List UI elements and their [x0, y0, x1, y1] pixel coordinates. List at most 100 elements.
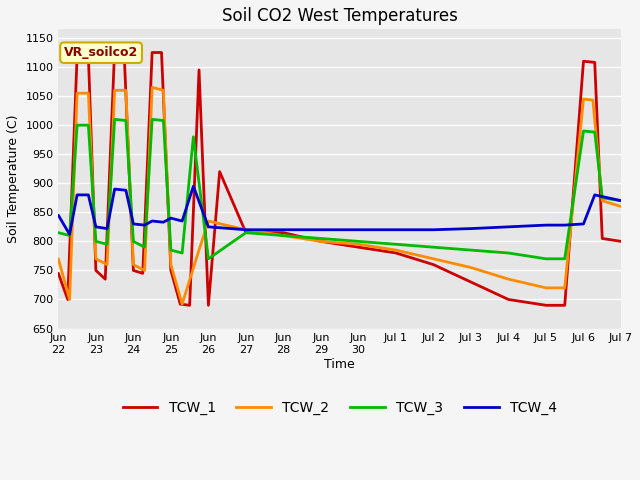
TCW_4: [179, 218, 186, 224]
TCW_2: [129, 262, 137, 267]
TCW_3: [355, 239, 362, 244]
TCW_2: [429, 256, 437, 262]
TCW_4: [561, 222, 568, 228]
TCW_2: [542, 285, 550, 291]
TCW_3: [54, 230, 62, 236]
TCW_1: [205, 302, 212, 308]
TCW_1: [157, 49, 165, 55]
TCW_4: [242, 227, 250, 233]
TCW_1: [167, 267, 175, 273]
TCW_2: [167, 262, 175, 267]
TCW_3: [205, 256, 212, 262]
TCW_4: [580, 221, 588, 227]
TCW_4: [617, 198, 625, 204]
TCW_1: [280, 230, 287, 236]
TCW_2: [355, 241, 362, 247]
TCW_4: [92, 224, 100, 230]
TCW_2: [84, 90, 92, 96]
TCW_1: [120, 47, 128, 52]
TCW_3: [148, 117, 156, 122]
TCW_1: [73, 52, 81, 58]
TCW_2: [504, 276, 512, 282]
TCW_1: [177, 301, 184, 307]
TCW_3: [242, 230, 250, 236]
TCW_4: [542, 222, 550, 228]
TCW_2: [159, 87, 167, 93]
TCW_3: [84, 122, 92, 128]
TCW_1: [580, 59, 588, 64]
TCW_1: [355, 244, 362, 250]
TCW_3: [141, 244, 148, 250]
TCW_3: [92, 239, 100, 244]
TCW_1: [504, 297, 512, 302]
TCW_3: [280, 233, 287, 239]
TCW_3: [317, 236, 324, 241]
TCW_2: [242, 227, 250, 233]
TCW_2: [148, 84, 156, 90]
TCW_3: [561, 256, 568, 262]
TCW_1: [84, 52, 92, 58]
TCW_2: [66, 297, 74, 302]
TCW_4: [392, 227, 400, 233]
X-axis label: Time: Time: [324, 358, 355, 371]
Legend: TCW_1, TCW_2, TCW_3, TCW_4: TCW_1, TCW_2, TCW_3, TCW_4: [117, 396, 562, 420]
TCW_2: [205, 218, 212, 224]
TCW_2: [193, 253, 201, 259]
TCW_2: [92, 256, 100, 262]
TCW_3: [111, 117, 118, 122]
TCW_4: [205, 224, 212, 230]
TCW_4: [504, 224, 512, 230]
TCW_3: [167, 247, 175, 253]
TCW_4: [317, 227, 324, 233]
TCW_1: [429, 262, 437, 267]
TCW_4: [111, 186, 118, 192]
Line: TCW_3: TCW_3: [58, 120, 621, 259]
TCW_2: [617, 204, 625, 209]
TCW_4: [591, 192, 598, 198]
TCW_1: [216, 169, 223, 175]
TCW_1: [617, 239, 625, 244]
Line: TCW_4: TCW_4: [58, 186, 621, 234]
TCW_1: [561, 302, 568, 308]
TCW_2: [280, 233, 287, 239]
TCW_4: [189, 183, 197, 189]
TCW_4: [122, 187, 130, 193]
TCW_3: [591, 129, 598, 135]
TCW_4: [103, 226, 111, 231]
TCW_4: [467, 226, 475, 231]
TCW_1: [111, 47, 118, 52]
TCW_1: [148, 49, 156, 55]
TCW_4: [355, 227, 362, 233]
TCW_4: [167, 215, 175, 221]
TCW_1: [64, 297, 72, 302]
TCW_1: [92, 267, 100, 273]
TCW_3: [179, 250, 186, 256]
TCW_3: [467, 247, 475, 253]
TCW_2: [103, 262, 111, 267]
TCW_3: [129, 239, 137, 244]
TCW_4: [129, 221, 137, 227]
Line: TCW_1: TCW_1: [58, 49, 621, 305]
TCW_1: [542, 302, 550, 308]
TCW_2: [141, 267, 148, 273]
TCW_2: [54, 256, 62, 262]
TCW_4: [148, 218, 156, 224]
TCW_2: [589, 97, 596, 103]
Title: Soil CO2 West Temperatures: Soil CO2 West Temperatures: [221, 7, 458, 25]
TCW_1: [129, 267, 137, 273]
TCW_4: [73, 192, 81, 198]
TCW_2: [122, 87, 130, 93]
TCW_1: [101, 276, 109, 282]
TCW_4: [66, 231, 74, 237]
TCW_1: [467, 279, 475, 285]
TCW_2: [179, 301, 186, 307]
TCW_3: [392, 241, 400, 247]
TCW_2: [73, 90, 81, 96]
TCW_2: [111, 87, 118, 93]
TCW_1: [242, 230, 250, 236]
TCW_2: [467, 264, 475, 270]
TCW_1: [392, 250, 400, 256]
TCW_1: [591, 60, 598, 65]
TCW_4: [280, 227, 287, 233]
TCW_3: [504, 250, 512, 256]
